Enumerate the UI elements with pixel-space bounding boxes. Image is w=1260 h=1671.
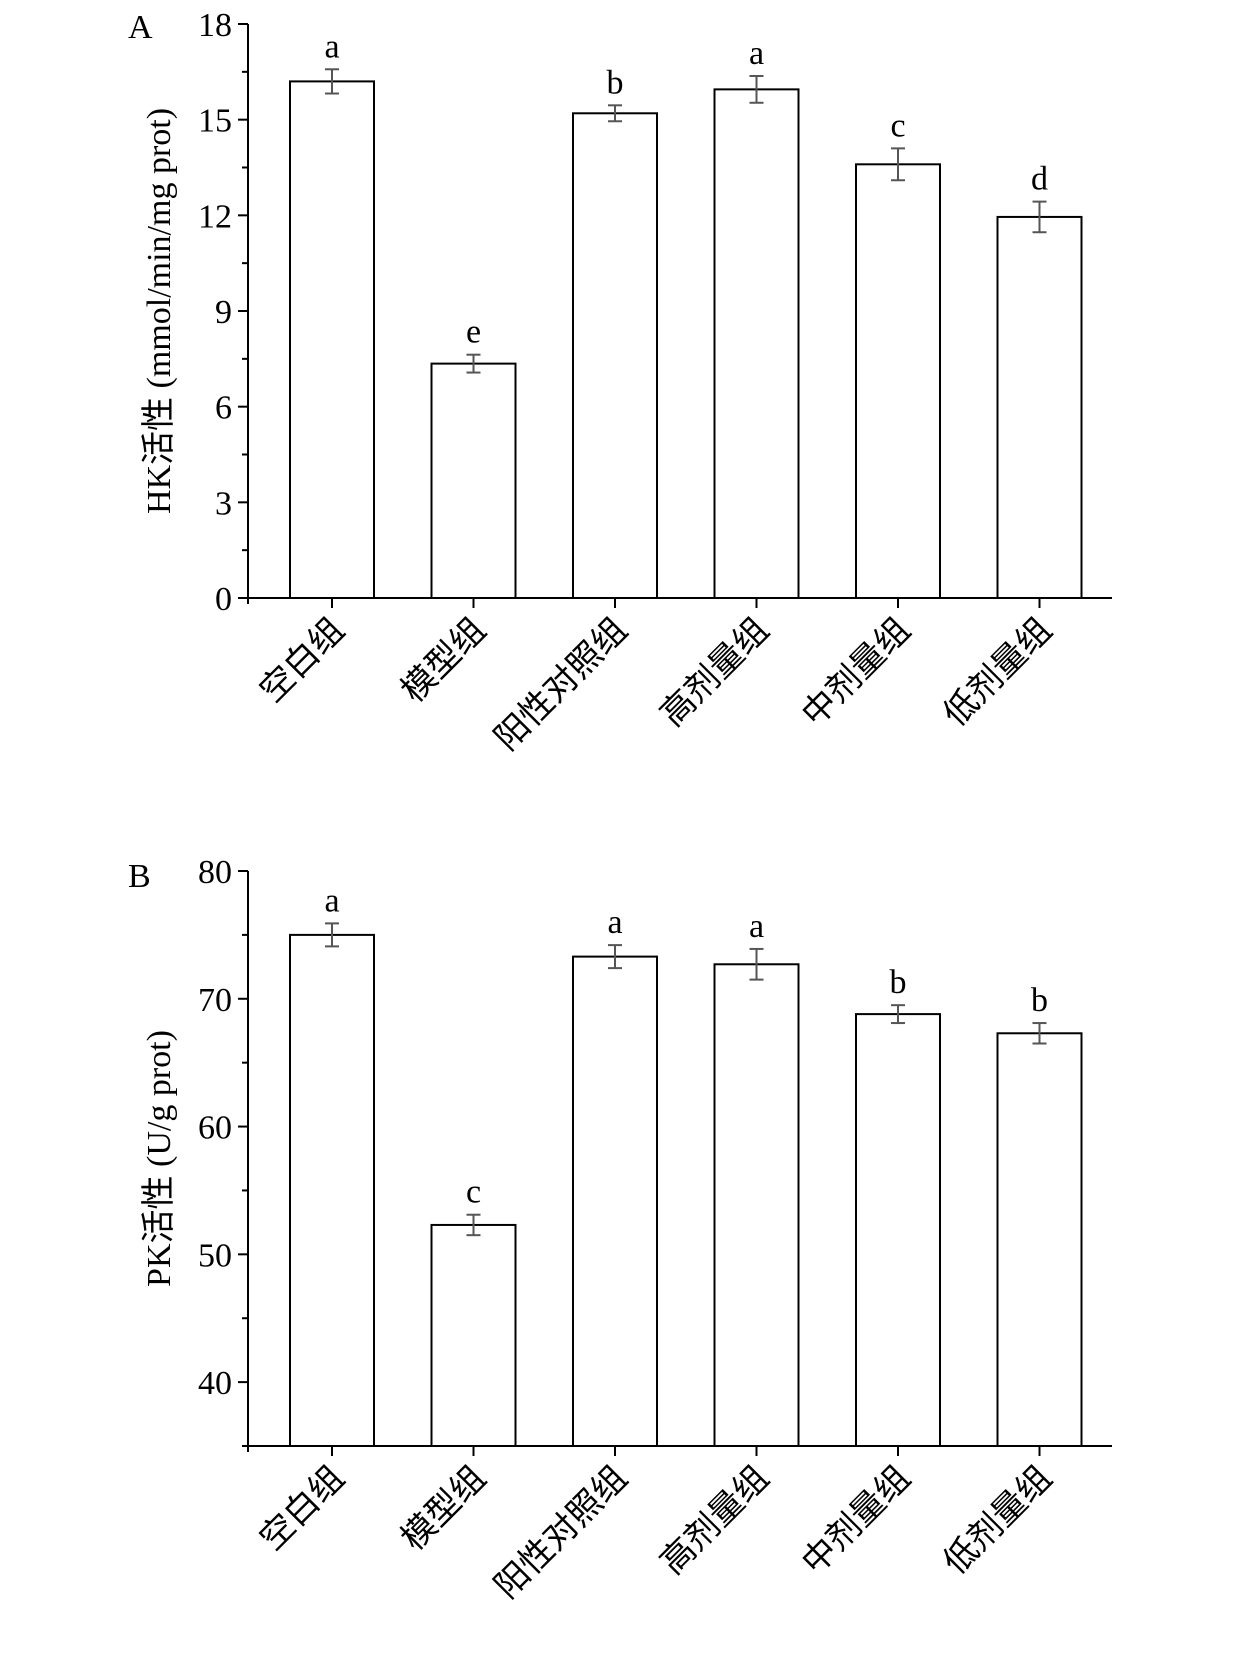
- bar: [855, 163, 941, 600]
- significance-letter: c: [466, 1174, 481, 1211]
- y-tick-label: 40: [198, 1365, 232, 1402]
- bar: [572, 112, 658, 600]
- significance-letter: c: [890, 107, 905, 144]
- panel-letter: B: [128, 858, 151, 895]
- y-tick-label: 6: [215, 390, 232, 427]
- y-axis-title: PK活性 (U/g prot): [140, 1030, 178, 1287]
- significance-letter: a: [607, 904, 622, 941]
- significance-letter: a: [324, 28, 339, 65]
- y-axis-title: HK活性 (mmol/min/mg prot): [140, 108, 178, 514]
- y-tick-label: 12: [198, 198, 232, 235]
- bar: [430, 1223, 517, 1448]
- y-tick-label: 3: [215, 485, 232, 522]
- bar: [996, 1032, 1083, 1448]
- y-tick-label: 9: [215, 294, 232, 331]
- y-tick-label: 50: [198, 1237, 232, 1274]
- significance-letter: a: [324, 882, 339, 919]
- bar: [289, 80, 375, 599]
- significance-letter: a: [749, 35, 764, 72]
- bar: [996, 215, 1083, 600]
- y-tick-label: 60: [198, 1110, 232, 1147]
- significance-letter: b: [607, 64, 624, 101]
- y-tick-label: 15: [198, 103, 232, 140]
- x-tick-label: 阳性对照组: [488, 1459, 635, 1606]
- bar: [572, 955, 658, 1447]
- significance-letter: b: [1031, 982, 1048, 1019]
- significance-letter: e: [466, 314, 481, 351]
- y-tick-label: 70: [198, 982, 232, 1019]
- x-tick-label: 阳性对照组: [488, 611, 635, 758]
- x-tick-label: 模型组: [394, 1459, 493, 1558]
- y-tick-label: 18: [198, 7, 232, 44]
- bar: [430, 362, 517, 599]
- x-tick-label: 中剂量组: [795, 1459, 918, 1582]
- x-tick-label: 高剂量组: [653, 611, 776, 734]
- panel-letter: A: [128, 9, 153, 46]
- bar: [713, 963, 800, 1447]
- x-tick-label: 高剂量组: [653, 1459, 776, 1582]
- x-tick-label: 中剂量组: [795, 611, 918, 734]
- significance-letter: b: [890, 964, 907, 1001]
- bar: [855, 1013, 941, 1447]
- significance-letter: d: [1031, 161, 1048, 198]
- y-tick-label: 80: [198, 854, 232, 891]
- y-tick-label: 0: [215, 581, 232, 618]
- chart-panel-a: A 0 3 6 9 12 15 18 HK活性 (mmol/min/mg prot) a 空白组 e 模…: [128, 7, 1112, 758]
- significance-letter: a: [749, 908, 764, 945]
- x-tick-label: 空白组: [253, 1459, 352, 1558]
- bar: [289, 933, 375, 1448]
- x-tick-label: 空白组: [253, 611, 352, 710]
- x-tick-label: 模型组: [394, 611, 493, 710]
- x-tick-label: 低剂量组: [936, 1459, 1059, 1582]
- chart-panel-b: B 40 50 60 70 80 PK活性 (U/g prot) a 空白组 c 模型组 a 阳性对照组…: [128, 854, 1112, 1606]
- bar: [713, 88, 800, 599]
- x-tick-label: 低剂量组: [936, 611, 1059, 734]
